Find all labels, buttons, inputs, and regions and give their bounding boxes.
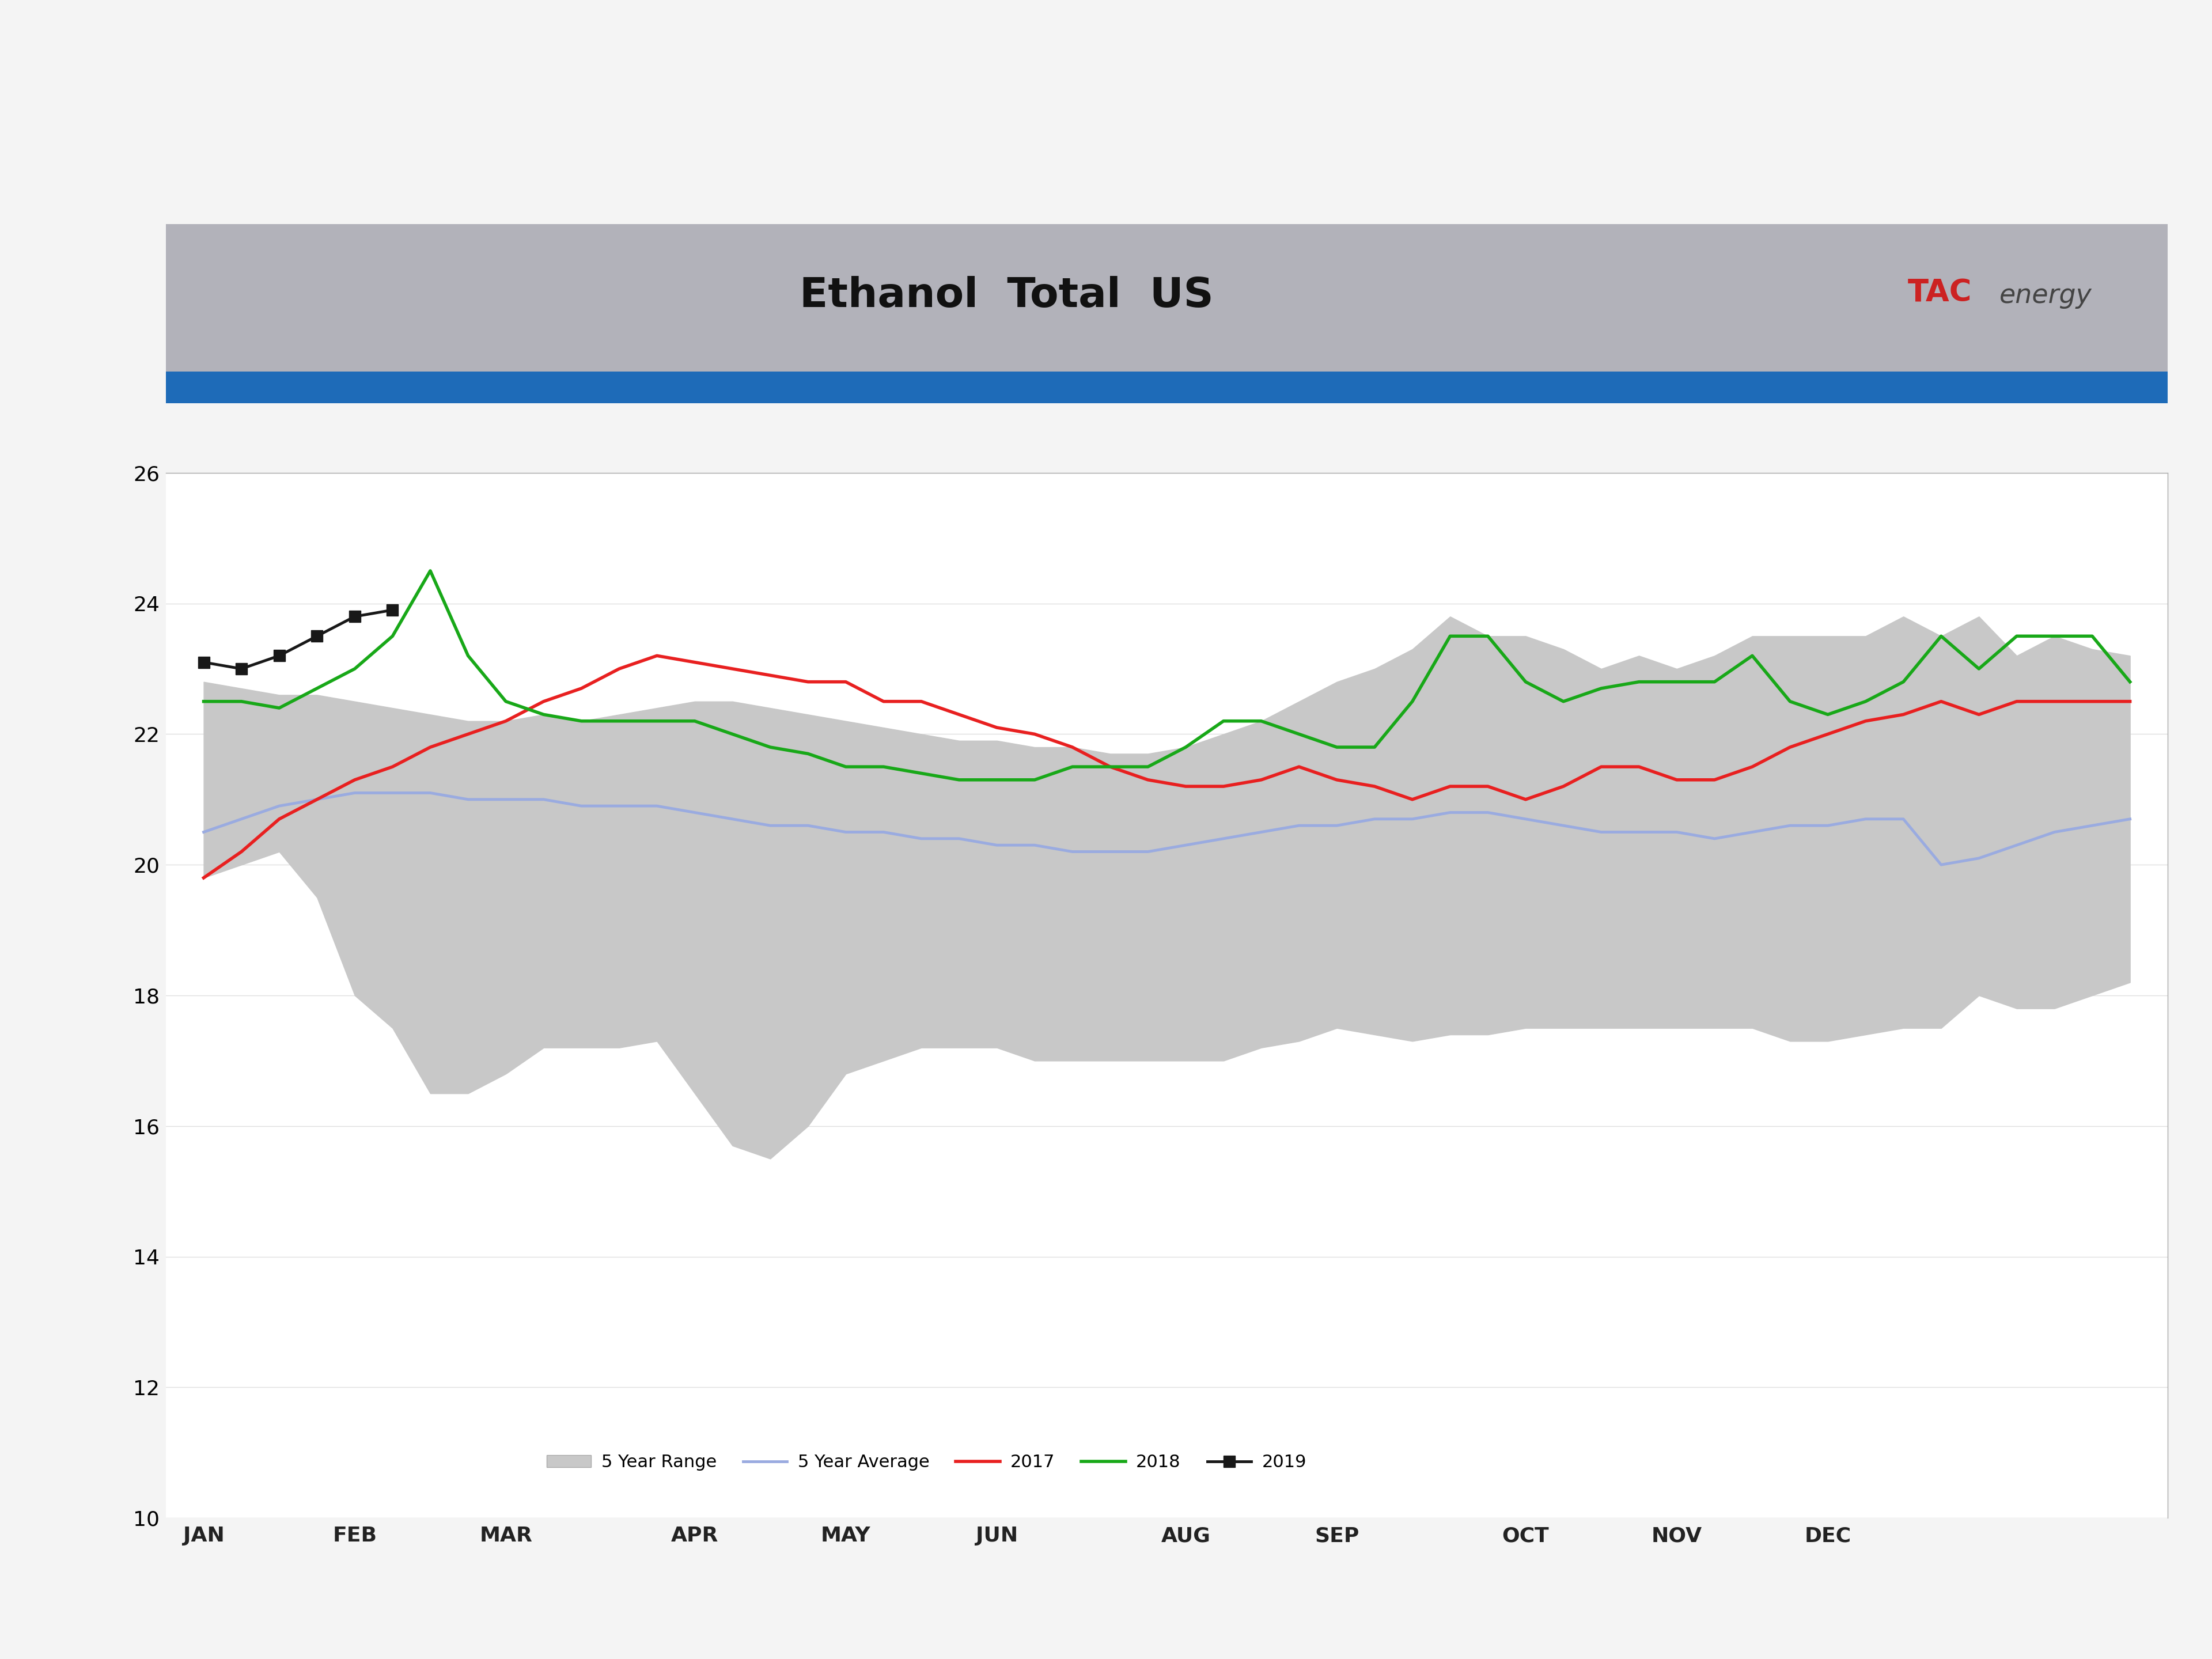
2017 — [1398, 790, 1425, 810]
Text: Ethanol  Total  US: Ethanol Total US — [801, 275, 1214, 315]
2018 — [1438, 625, 1464, 645]
2017 — [341, 770, 367, 790]
5 Year Average — [341, 783, 367, 803]
2018 — [418, 561, 445, 581]
Line: 2017: 2017 — [204, 655, 2130, 878]
5 Year Average — [378, 783, 405, 803]
2018 — [1172, 737, 1199, 757]
Line: 5 Year Average: 5 Year Average — [204, 793, 2130, 864]
2019 — [265, 645, 292, 665]
2018 — [947, 770, 973, 790]
2017 — [1475, 776, 1502, 796]
5 Year Average — [1135, 841, 1161, 861]
2019 — [228, 659, 254, 679]
2018 — [341, 659, 367, 679]
2017 — [2004, 692, 2031, 712]
2017 — [909, 692, 936, 712]
Line: 2018: 2018 — [204, 571, 2130, 780]
5 Year Average — [190, 823, 217, 843]
5 Year Average — [1248, 823, 1274, 843]
2019 — [303, 625, 330, 645]
2018 — [1285, 725, 1312, 745]
2018 — [2117, 672, 2143, 692]
Text: energy: energy — [2000, 282, 2093, 309]
2017 — [644, 645, 670, 665]
Legend: 5 Year Range, 5 Year Average, 2017, 2018, 2019: 5 Year Range, 5 Year Average, 2017, 2018… — [540, 1447, 1314, 1478]
2018 — [1513, 672, 1540, 692]
2018 — [190, 692, 217, 712]
2018 — [909, 763, 936, 783]
Text: TAC: TAC — [1907, 277, 1971, 307]
2017 — [1135, 770, 1161, 790]
5 Year Average — [2117, 810, 2143, 830]
5 Year Average — [1929, 854, 1955, 874]
2019 — [190, 652, 217, 672]
2017 — [2117, 692, 2143, 712]
5 Year Average — [1398, 810, 1425, 830]
2019 — [341, 607, 367, 627]
2017 — [190, 868, 217, 888]
Line: 2019: 2019 — [199, 604, 398, 675]
5 Year Average — [1475, 803, 1502, 823]
2019 — [378, 601, 405, 620]
5 Year Average — [909, 830, 936, 849]
